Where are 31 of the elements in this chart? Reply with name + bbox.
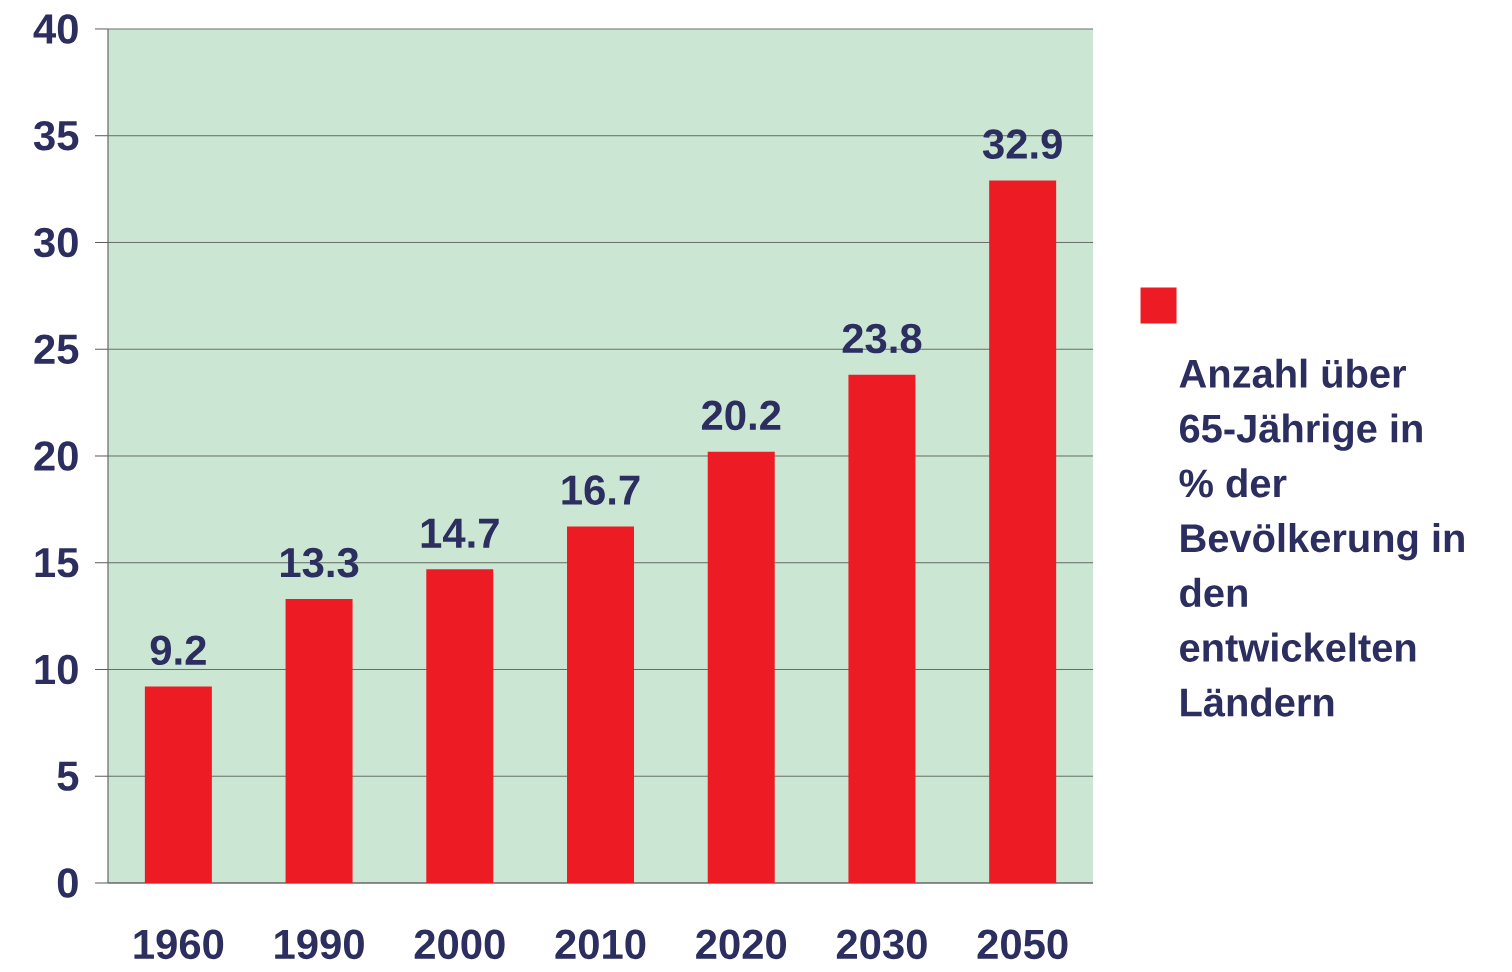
data-label: 14.7 <box>421 518 499 548</box>
y-tick-label: 15 <box>35 548 79 578</box>
x-tick-label: 2030 <box>836 929 927 960</box>
bar <box>989 180 1057 883</box>
bar <box>567 526 635 883</box>
y-tick-label: 0 <box>57 868 78 898</box>
bar <box>426 569 494 883</box>
data-label: 32.9 <box>982 129 1062 160</box>
x-tick-label: 1960 <box>134 929 224 960</box>
y-tick-label: 10 <box>35 654 78 685</box>
data-label: 20.2 <box>701 400 781 431</box>
y-tick-label: 30 <box>33 227 78 258</box>
bar <box>707 451 775 883</box>
x-tick-label: 1990 <box>275 929 364 960</box>
x-tick-label: 2020 <box>696 929 787 960</box>
data-label: 23.8 <box>842 323 922 354</box>
y-tick-label: 25 <box>34 334 79 365</box>
bar <box>285 599 353 883</box>
x-tick-label: 2000 <box>414 929 505 960</box>
x-tick-label: 2010 <box>555 929 646 960</box>
data-label: 16.7 <box>562 475 640 505</box>
y-tick-label: 35 <box>33 120 79 151</box>
bar <box>144 686 212 883</box>
data-label: 13.3 <box>281 547 359 578</box>
bar <box>848 374 916 883</box>
data-label: 9.2 <box>150 635 206 666</box>
y-tick-label: 20 <box>34 441 78 471</box>
y-tick-label: 40 <box>33 14 78 44</box>
y-tick-label: 5 <box>57 761 79 791</box>
legend-label: Anzahl über 65-Jährige in % der Bevölkerung in den entwickelten Ländern <box>1179 358 1464 717</box>
x-tick-label: 2050 <box>977 929 1068 960</box>
